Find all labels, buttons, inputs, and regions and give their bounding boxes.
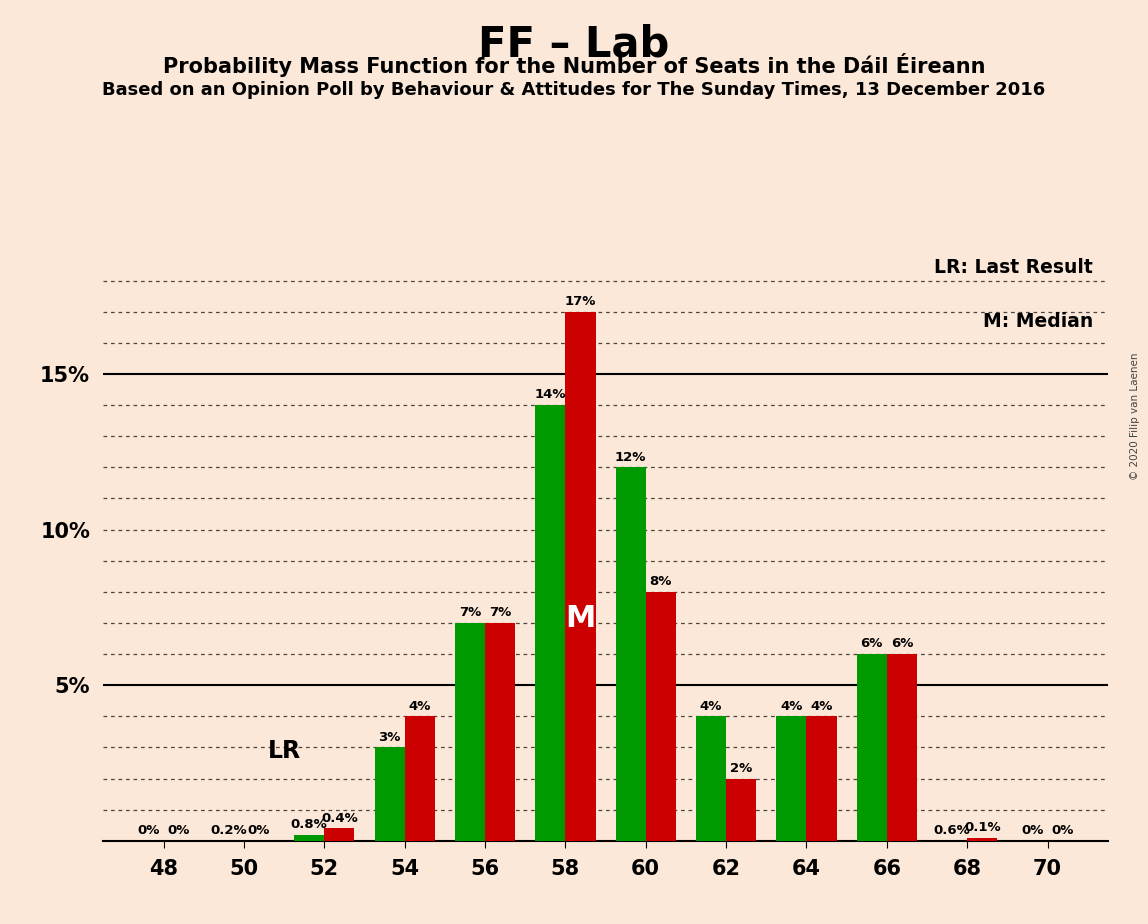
- Text: M: M: [565, 604, 596, 633]
- Text: 0%: 0%: [1052, 824, 1073, 837]
- Text: 4%: 4%: [409, 699, 430, 712]
- Text: 0%: 0%: [248, 824, 270, 837]
- Text: 17%: 17%: [565, 295, 596, 308]
- Text: 6%: 6%: [861, 638, 883, 650]
- Text: © 2020 Filip van Laenen: © 2020 Filip van Laenen: [1130, 352, 1140, 480]
- Text: 0.2%: 0.2%: [210, 824, 247, 837]
- Bar: [645, 592, 676, 841]
- Bar: [776, 716, 806, 841]
- Bar: [967, 838, 998, 841]
- Text: 3%: 3%: [379, 731, 401, 744]
- Text: 4%: 4%: [781, 699, 802, 712]
- Bar: [615, 468, 645, 841]
- Bar: [324, 829, 355, 841]
- Text: 4%: 4%: [810, 699, 832, 712]
- Text: 0.8%: 0.8%: [290, 818, 327, 831]
- Bar: [806, 716, 837, 841]
- Text: 0.4%: 0.4%: [321, 811, 358, 824]
- Text: 7%: 7%: [489, 606, 511, 619]
- Bar: [294, 834, 324, 841]
- Bar: [726, 779, 757, 841]
- Text: LR: Last Result: LR: Last Result: [934, 259, 1093, 277]
- Bar: [404, 716, 435, 841]
- Text: 6%: 6%: [891, 638, 913, 650]
- Bar: [484, 623, 515, 841]
- Text: Probability Mass Function for the Number of Seats in the Dáil Éireann: Probability Mass Function for the Number…: [163, 53, 985, 77]
- Bar: [886, 654, 917, 841]
- Text: 0.6%: 0.6%: [933, 824, 970, 837]
- Text: 0%: 0%: [138, 824, 160, 837]
- Bar: [455, 623, 484, 841]
- Text: 0.1%: 0.1%: [964, 821, 1001, 834]
- Text: 14%: 14%: [535, 388, 566, 401]
- Bar: [565, 311, 596, 841]
- Bar: [856, 654, 886, 841]
- Text: Based on an Opinion Poll by Behaviour & Attitudes for The Sunday Times, 13 Decem: Based on an Opinion Poll by Behaviour & …: [102, 81, 1046, 99]
- Text: 4%: 4%: [700, 699, 722, 712]
- Bar: [535, 405, 565, 841]
- Bar: [696, 716, 726, 841]
- Text: M: Median: M: Median: [983, 311, 1093, 331]
- Text: 7%: 7%: [459, 606, 481, 619]
- Text: FF – Lab: FF – Lab: [479, 23, 669, 65]
- Text: 0%: 0%: [168, 824, 189, 837]
- Text: 2%: 2%: [730, 762, 752, 775]
- Text: LR: LR: [267, 739, 301, 763]
- Text: 8%: 8%: [650, 575, 672, 588]
- Text: 12%: 12%: [615, 451, 646, 464]
- Text: 0%: 0%: [1022, 824, 1044, 837]
- Bar: [374, 748, 404, 841]
